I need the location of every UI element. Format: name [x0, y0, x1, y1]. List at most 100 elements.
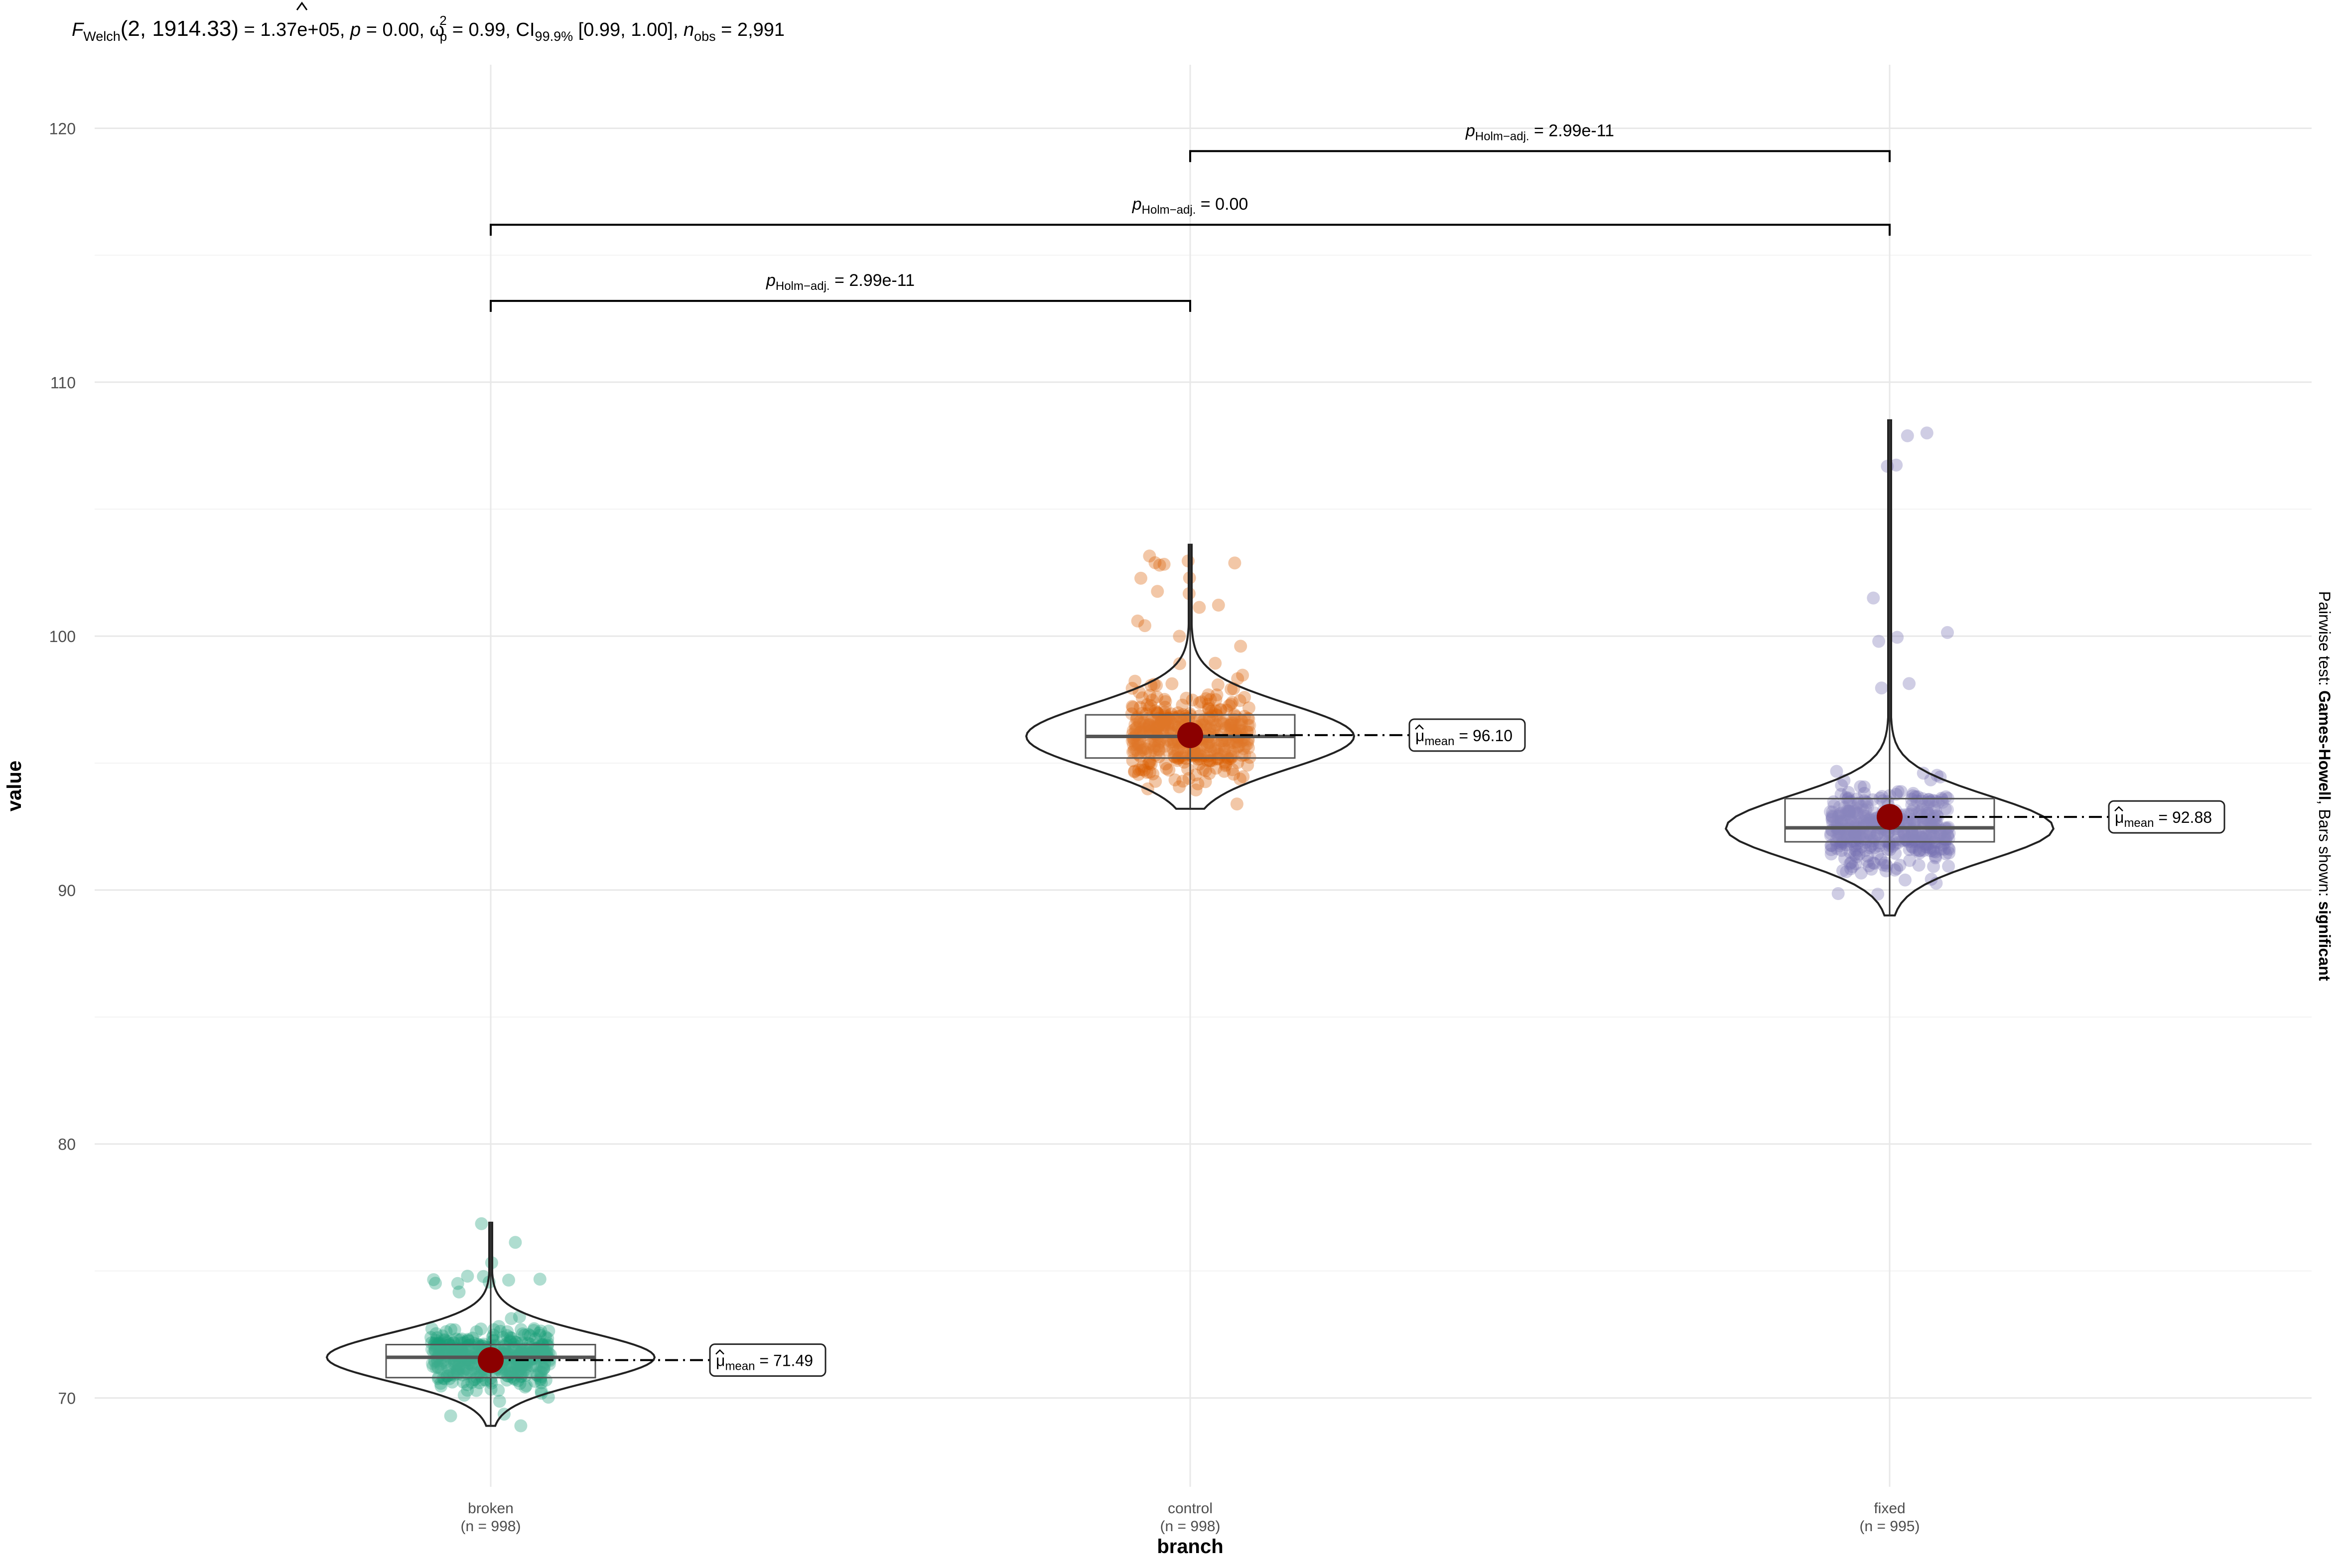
data-point [1868, 841, 1882, 854]
data-point [1860, 814, 1874, 828]
data-point [1910, 794, 1924, 807]
data-point [1226, 723, 1239, 737]
data-point [1128, 718, 1142, 731]
data-point [1149, 704, 1162, 718]
data-point [1848, 827, 1861, 841]
data-point [538, 1362, 551, 1375]
data-point [1158, 740, 1172, 753]
data-point [533, 1340, 547, 1353]
data-point [1942, 846, 1956, 860]
data-point [1938, 830, 1951, 843]
data-point [1151, 720, 1164, 734]
data-point [1839, 807, 1852, 821]
data-point [1199, 764, 1212, 778]
y-tick-label: 100 [49, 628, 76, 646]
data-point [1833, 807, 1846, 821]
data-point [526, 1359, 540, 1373]
data-point [477, 1270, 490, 1283]
data-point [1863, 813, 1876, 826]
data-point [521, 1364, 534, 1378]
data-point [1164, 716, 1178, 729]
data-point [443, 1363, 456, 1377]
data-point [1198, 712, 1212, 726]
data-point [1892, 836, 1905, 849]
data-point [1166, 742, 1180, 756]
data-point [1235, 724, 1248, 737]
data-point [1134, 571, 1147, 585]
data-point [450, 1364, 464, 1378]
data-point [1927, 845, 1940, 858]
data-point [1131, 736, 1144, 750]
data-point [462, 1334, 475, 1347]
data-point [1906, 830, 1919, 843]
data-point [1164, 735, 1178, 749]
data-point [1242, 712, 1255, 726]
data-point [1130, 712, 1143, 726]
violins [325, 419, 2055, 1427]
data-point [1129, 725, 1142, 738]
data-point [1232, 740, 1245, 753]
data-point [431, 1372, 445, 1385]
data-point [486, 1331, 499, 1344]
data-point [1931, 810, 1944, 823]
data-point [518, 1363, 532, 1377]
data-point [1937, 843, 1951, 856]
data-point [515, 1323, 528, 1336]
data-point [1233, 718, 1246, 732]
data-point [1881, 843, 1894, 856]
data-point [1835, 816, 1848, 829]
data-point [1858, 786, 1871, 800]
data-point [1157, 718, 1171, 732]
data-point [434, 1362, 448, 1376]
data-point [1921, 809, 1934, 822]
data-point [531, 1369, 545, 1382]
data-point [446, 1343, 460, 1356]
data-point [1903, 843, 1916, 856]
data-point [429, 1343, 442, 1357]
data-point [536, 1342, 550, 1356]
data-point [1878, 828, 1892, 842]
data-point [1918, 815, 1931, 828]
data-point [1851, 806, 1865, 820]
data-point [1905, 840, 1919, 853]
data-point [1189, 768, 1202, 782]
data-point [505, 1370, 518, 1384]
data-point [1231, 672, 1244, 685]
data-point [1201, 740, 1214, 754]
data-point [1913, 844, 1927, 857]
data-point [1138, 719, 1151, 732]
data-point [1834, 806, 1847, 820]
data-point [1830, 827, 1843, 841]
data-point [1871, 888, 1885, 901]
data-point [1224, 744, 1238, 758]
data-point [1205, 709, 1219, 723]
data-point [1236, 668, 1249, 682]
data-point [1210, 688, 1224, 702]
data-point [1201, 750, 1214, 763]
data-point [1231, 756, 1244, 769]
data-point [1824, 829, 1837, 842]
data-point [1843, 857, 1857, 870]
data-point [1942, 826, 1956, 840]
data-point [448, 1343, 461, 1357]
data-point [1834, 787, 1848, 801]
data-point [1126, 724, 1140, 737]
data-point [1126, 738, 1140, 752]
data-point [1830, 836, 1843, 849]
data-point [537, 1362, 551, 1375]
data-point [1134, 744, 1148, 758]
data-point [492, 1384, 505, 1397]
data-point [470, 1384, 483, 1397]
data-point [1868, 857, 1881, 870]
data-point [440, 1369, 454, 1383]
data-point [429, 1277, 442, 1290]
data-point [1909, 790, 1922, 803]
data-point [1855, 799, 1868, 813]
data-point [527, 1324, 541, 1337]
data-point [1875, 681, 1888, 695]
data-point [1171, 744, 1184, 757]
data-point [1211, 744, 1224, 758]
data-point [1852, 796, 1865, 810]
data-point [1227, 716, 1240, 730]
data-point [1825, 809, 1838, 822]
